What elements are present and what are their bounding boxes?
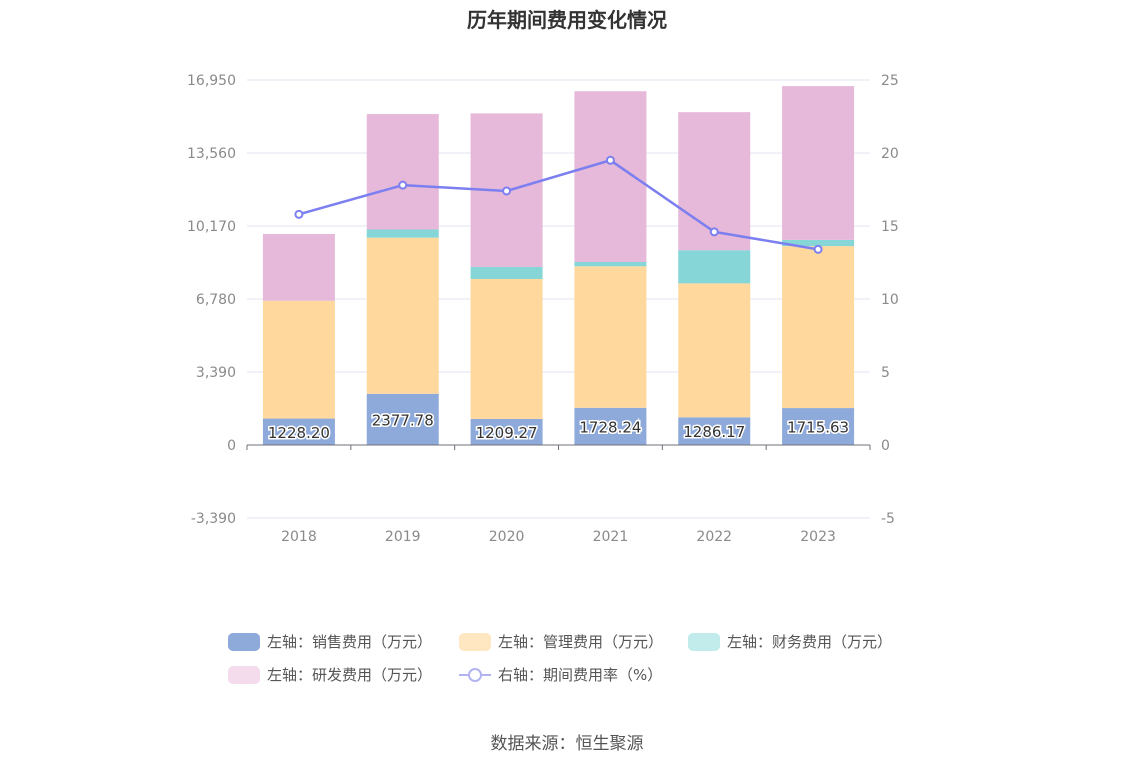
data-source: 数据来源：恒生聚源: [490, 734, 644, 754]
legend-item-finance[interactable]: 左轴：财务费用（万元）: [688, 631, 892, 652]
bar-admin: [574, 266, 647, 408]
bar-rnd: [366, 114, 439, 230]
left-axis-tick-label: 0: [227, 438, 236, 454]
bar-admin: [262, 300, 335, 419]
legend-swatch-rnd: [228, 665, 260, 684]
bar-admin: [678, 283, 751, 418]
left-axis-tick-label: 6,780: [196, 292, 236, 308]
bar-admin: [782, 246, 855, 409]
legend-label-expense-rate: 右轴：期间费用率（%）: [498, 666, 663, 684]
x-axis-category-label: 2023: [800, 529, 836, 545]
right-axis-tick-label: 25: [881, 73, 899, 89]
chart-plot: -3,390 0 3,390 6,780 10,170 13,560 16,950 -5 0 5 1…: [187, 73, 899, 545]
expense-rate-point: [502, 186, 512, 196]
expense-rate-point: [709, 227, 719, 237]
bar-rnd: [262, 234, 335, 301]
legend-item-sales[interactable]: 左轴：销售费用（万元）: [228, 631, 432, 652]
right-axis-tick-label: 10: [881, 292, 899, 308]
x-axis-category-label: 2019: [385, 529, 421, 545]
legend-label-sales: 左轴：销售费用（万元）: [267, 633, 433, 651]
bar-finance: [574, 261, 647, 267]
bar-admin: [366, 237, 439, 394]
right-axis-tick-label: -5: [881, 511, 895, 527]
bar-finance: [782, 239, 855, 247]
sales-data-label: 1209.27: [476, 424, 538, 442]
sales-data-label: 1228.20: [268, 424, 330, 442]
right-axis-tick-label: 0: [881, 438, 890, 454]
right-axis-tick-label: 5: [881, 365, 890, 381]
legend-item-rnd[interactable]: 左轴：研发费用（万元）: [228, 664, 432, 685]
sales-data-label: 1728.24: [579, 418, 641, 436]
chart-title: 历年期间费用变化情况: [467, 8, 667, 32]
legend-swatch-sales: [228, 632, 260, 651]
legend-label-finance: 左轴：财务费用（万元）: [727, 633, 893, 651]
left-axis-tick-label: 13,560: [187, 146, 236, 162]
left-axis-tick-label: -3,390: [191, 511, 236, 527]
bar-sales: [782, 408, 855, 445]
legend-swatch-expense-rate: [459, 666, 491, 684]
legend-item-admin[interactable]: 左轴：管理费用（万元）: [459, 631, 663, 652]
expense-rate-point: [398, 180, 408, 190]
bar-sales: [470, 418, 543, 445]
left-axis-tick-label: 16,950: [187, 73, 236, 89]
expense-rate-point: [813, 244, 823, 254]
bar-rnd: [782, 86, 855, 240]
legend-item-expense-rate[interactable]: 右轴：期间费用率（%）: [459, 664, 662, 685]
bar-finance: [678, 250, 751, 284]
expense-rate-line: [298, 158, 819, 251]
left-axis-tick-label: 3,390: [196, 365, 236, 381]
bar-sales: [574, 407, 647, 445]
expense-rate-point: [605, 155, 615, 165]
legend-swatch-finance: [688, 632, 720, 651]
bar-rnd: [678, 112, 751, 251]
legend-label-admin: 左轴：管理费用（万元）: [498, 633, 664, 651]
sales-data-label: 2377.78: [372, 411, 434, 429]
bar-finance: [470, 266, 543, 279]
x-axis-category-label: 2018: [281, 529, 317, 545]
legend-label-rnd: 左轴：研发费用（万元）: [267, 666, 433, 684]
legend-swatch-admin: [459, 632, 491, 651]
right-axis-tick-label: 15: [881, 219, 899, 235]
x-axis-category-label: 2021: [593, 529, 629, 545]
bar-sales: [366, 393, 439, 445]
expense-rate-point: [294, 209, 304, 219]
right-axis-tick-label: 20: [881, 146, 899, 162]
bar-finance: [366, 229, 439, 238]
sales-data-label: 1715.63: [787, 419, 849, 437]
x-axis-category-label: 2020: [489, 529, 525, 545]
bar-sales: [262, 418, 335, 445]
left-axis-tick-label: 10,170: [187, 219, 236, 235]
sales-data-label: 1286.17: [683, 423, 745, 441]
bar-admin: [470, 278, 543, 419]
bar-sales: [678, 417, 751, 445]
x-axis-category-label: 2022: [696, 529, 732, 545]
